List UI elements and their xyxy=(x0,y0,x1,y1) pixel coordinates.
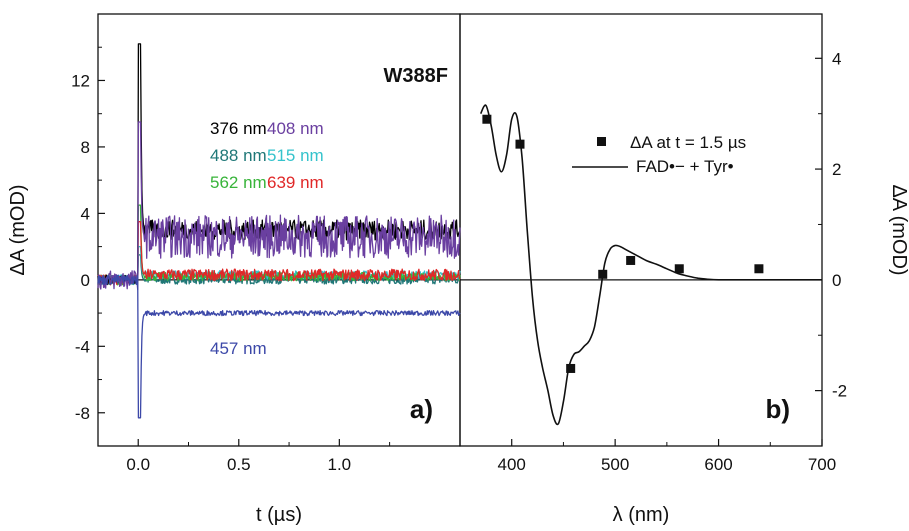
panel-b-x-tick-label: 500 xyxy=(601,455,629,474)
panel-a-x-tick-label: 0.0 xyxy=(126,455,150,474)
legend-points-label: ΔA at t = 1.5 µs xyxy=(630,133,746,152)
panel-b-y-tick-label: 4 xyxy=(832,49,841,68)
series-label-376-nm: 376 nm xyxy=(210,119,267,138)
panel-a-y-tick-label: -4 xyxy=(75,337,90,356)
panel-a-y-tick-label: 12 xyxy=(71,71,90,90)
series-line-488-nm xyxy=(97,254,461,285)
panel-a-x-tick-label: 0.5 xyxy=(227,455,251,474)
panel-b-frame xyxy=(459,13,823,447)
panel-a-y-tick-label: 0 xyxy=(81,271,90,290)
panel-b-y-tick-label: -2 xyxy=(832,382,847,401)
series-label-457-nm: 457 nm xyxy=(210,339,267,358)
panel-a-title: W388F xyxy=(384,65,448,87)
panel-a-x-axis-label: t (µs) xyxy=(256,504,302,526)
legend-curve-label: FAD•− + Tyr• xyxy=(636,157,734,176)
series-label-562-nm: 562 nm xyxy=(210,173,267,192)
panel-b: 400 500 600 700 -2 0 2 4 xyxy=(459,49,847,474)
series-line-408-nm xyxy=(97,121,461,291)
series-line-457-nm xyxy=(97,274,461,419)
series-line-639-nm xyxy=(97,221,461,286)
panel-b-x-tick-label: 700 xyxy=(808,455,836,474)
panel-b-y-axis-label: ΔA (mOD) xyxy=(888,184,909,275)
data-point xyxy=(598,269,608,279)
curve-fad-tyr xyxy=(479,104,822,426)
data-point xyxy=(754,264,764,274)
panel-a-y-axis-label: ΔA (mOD) xyxy=(7,184,29,275)
data-point xyxy=(482,114,492,124)
panel-b-x-tick-label: 600 xyxy=(704,455,732,474)
series-label-488-nm: 488 nm xyxy=(210,146,267,165)
panel-b-x-axis-label: λ (nm) xyxy=(613,504,670,526)
legend-marker-square xyxy=(597,137,606,146)
panel-a-y-tick-label: -8 xyxy=(75,404,90,423)
series-label-639-nm: 639 nm xyxy=(267,173,324,192)
panel-b-y-tick-label: 2 xyxy=(832,160,841,179)
panel-a-y-tick-label: 4 xyxy=(81,204,90,223)
series-label-408-nm: 408 nm xyxy=(267,119,324,138)
data-point xyxy=(674,264,684,274)
data-point xyxy=(515,139,525,149)
series-label-515-nm: 515 nm xyxy=(267,146,324,165)
panel-b-x-tick-label: 400 xyxy=(498,455,526,474)
data-point xyxy=(626,255,636,265)
data-point xyxy=(566,363,576,373)
panel-a-y-tick-label: 8 xyxy=(81,138,90,157)
panel-a-x-tick-label: 1.0 xyxy=(328,455,352,474)
panel-a-label: a) xyxy=(410,394,433,424)
panel-b-label: b) xyxy=(765,394,790,424)
panel-b-y-tick-label: 0 xyxy=(832,271,841,290)
